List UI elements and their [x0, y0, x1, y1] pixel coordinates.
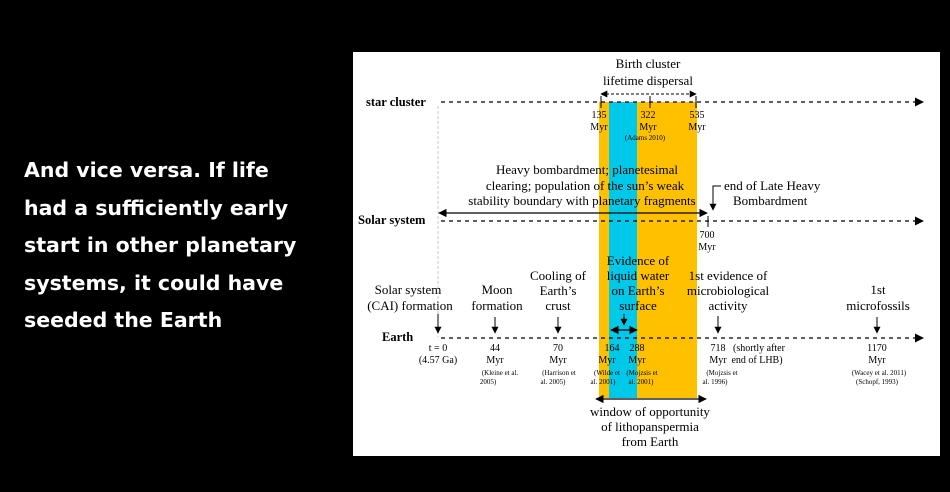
event-unit: Myr: [709, 355, 727, 366]
timeline-diagram: star cluster Birth cluster lifetime disp…: [353, 52, 940, 456]
event-label-line: 1st evidence of: [689, 268, 768, 283]
event-label-line: on Earth’s: [611, 283, 664, 298]
event-value: 44: [490, 343, 500, 354]
tick-value: 322: [641, 110, 656, 121]
event-reference: 2005): [480, 378, 497, 386]
tick-unit: Myr: [639, 122, 657, 133]
event-reference: al. 2001): [629, 378, 655, 386]
bombardment-line: stability boundary with planetary fragme…: [468, 193, 695, 208]
event-label-line: activity: [709, 298, 748, 313]
event-label-line: formation: [471, 298, 523, 313]
event-label-line: surface: [619, 298, 657, 313]
event-label-line: liquid water: [607, 268, 670, 283]
tick-value: 700: [700, 230, 715, 241]
slide-text-line: had a sufficiently early: [24, 195, 289, 220]
window-label-line: from Earth: [622, 434, 679, 449]
band-title-line: Birth cluster: [616, 56, 681, 71]
event-value: 164: [605, 343, 620, 354]
row-label-star-cluster: star cluster: [366, 95, 426, 109]
event-note: (shortly after: [733, 343, 786, 354]
event-reference: (Wacey et al. 2011): [852, 369, 907, 377]
row-label-earth: Earth: [382, 330, 413, 344]
tick-unit: Myr: [590, 122, 608, 133]
window-label-line: of lithopanspermia: [601, 419, 699, 434]
event-reference: (Wilde et: [594, 369, 620, 377]
event-unit: Myr: [598, 355, 616, 366]
event-value: 1170: [867, 343, 887, 354]
event-label-line: Earth’s: [540, 283, 577, 298]
event-label-line: Solar system: [375, 282, 442, 297]
event-label-line: Moon: [481, 282, 513, 297]
event-unit: Myr: [549, 355, 567, 366]
event-unit: Myr: [628, 355, 646, 366]
event-reference: (Kleine et al.: [482, 369, 519, 377]
liquid-water-band: [609, 102, 637, 398]
bombardment-line: clearing; population of the sun’s weak: [486, 178, 685, 193]
event-value: 70: [553, 343, 563, 354]
event-reference: (Mojzsis et: [706, 369, 737, 377]
tick-value: 535: [690, 110, 705, 121]
band-title-line: lifetime dispersal: [603, 73, 693, 88]
event-reference: al. 1996): [703, 378, 729, 386]
event-value: 288: [630, 343, 645, 354]
event-reference: (Mojzsis et: [626, 369, 657, 377]
window-label-line: window of opportunity: [590, 404, 710, 419]
event-unit: Myr: [868, 355, 886, 366]
event-label-line: microbiological: [687, 283, 770, 298]
lhb-pointer: [709, 185, 721, 211]
tick-reference: (Adams 2010): [625, 134, 666, 142]
lhb-label-line: end of Late Heavy: [724, 178, 821, 193]
event-reference: al. 2005): [541, 378, 567, 386]
event-reference: (Schopf, 1993): [856, 378, 899, 386]
bombardment-line: Heavy bombardment; planetesimal: [496, 162, 678, 177]
row-label-solar-system: Solar system: [358, 213, 426, 227]
event-value: t = 0: [429, 343, 447, 354]
slide-body-text: And vice versa. If life had a sufficient…: [24, 152, 324, 340]
event-reference: al. 2001): [591, 378, 617, 386]
event-label-line: Evidence of: [607, 253, 670, 268]
timeline-svg: star cluster Birth cluster lifetime disp…: [358, 56, 924, 449]
event-label-line: crust: [545, 298, 571, 313]
slide-text-line: start in other planetary: [24, 233, 297, 257]
event-unit: Myr: [486, 355, 504, 366]
event-label-line: microfossils: [846, 298, 910, 313]
event-label-line: (CAI) formation: [367, 298, 453, 313]
event-label-line: 1st: [870, 282, 886, 297]
tick-value: 135: [592, 110, 607, 121]
tick-unit: Myr: [688, 122, 706, 133]
event-label-line: Cooling of: [530, 268, 587, 283]
slide-text-line: systems, it could have: [24, 270, 284, 295]
lhb-label-line: Bombardment: [733, 193, 808, 208]
event-note: end of LHB): [731, 355, 782, 366]
slide-text-line: seeded the Earth: [24, 308, 223, 332]
event-unit: (4.57 Ga): [419, 355, 457, 366]
tick-unit: Myr: [698, 242, 716, 253]
event-reference: (Harrison et: [542, 369, 576, 377]
slide-text-line: And vice versa. If life: [24, 158, 269, 182]
event-value: 718: [711, 343, 726, 354]
